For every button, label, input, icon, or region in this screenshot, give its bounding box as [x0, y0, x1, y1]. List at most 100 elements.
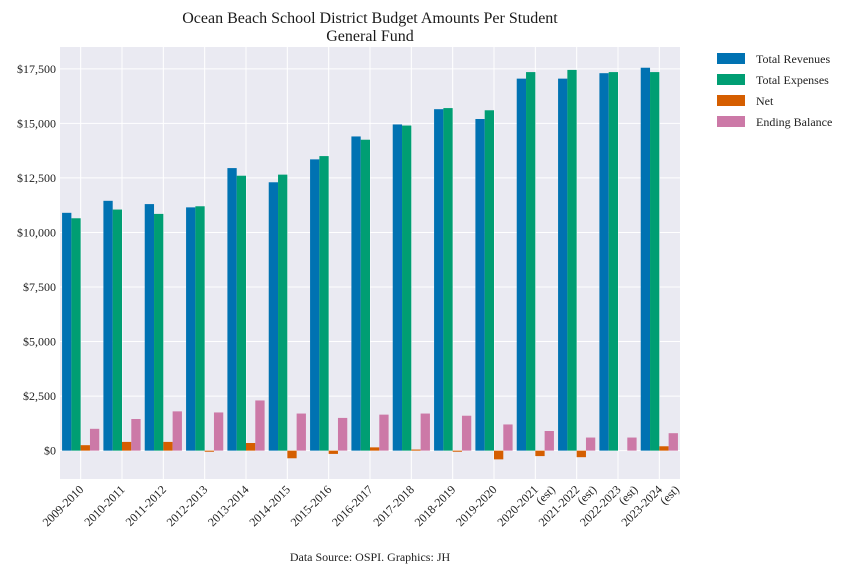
bar-net: [576, 450, 586, 458]
bar-ending-balance: [296, 413, 306, 451]
x-tick-label: 2014-2015: [246, 483, 293, 530]
y-axis: $0 $2,500 $5,000 $7,500 $10,000 $12,500 $15,00…: [17, 62, 56, 458]
legend-label-total-revenues: Total Revenues: [756, 52, 830, 66]
legend-label-ending-balance: Ending Balance: [756, 115, 832, 129]
bar-net: [659, 446, 669, 451]
bar-net: [122, 441, 132, 451]
bar-ending-balance: [337, 417, 348, 451]
legend-swatch-total-revenues: [717, 53, 745, 64]
bar-total-expenses: [608, 72, 618, 451]
y-tick-label: $2,500: [23, 389, 56, 403]
bar-ending-balance: [461, 415, 472, 451]
bar-total-revenues: [599, 73, 609, 451]
bar-total-revenues: [103, 200, 113, 451]
x-tick-label-line: 2011-2012: [123, 483, 169, 529]
x-tick-label-line: 2016-2017: [329, 483, 376, 530]
x-tick-label-line: 2012-2013: [164, 483, 211, 530]
chart-caption: Data Source: OSPI. Graphics: JH: [290, 550, 451, 564]
bar-total-revenues: [434, 109, 444, 451]
bar-net: [535, 450, 545, 457]
bar-net: [246, 443, 256, 451]
bar-total-revenues: [144, 204, 155, 451]
bar-ending-balance: [420, 413, 430, 451]
y-tick-label: $17,500: [17, 62, 56, 76]
y-tick-label: $0: [44, 444, 56, 458]
bar-net: [163, 441, 173, 451]
x-tick-label: 2013-2014: [205, 483, 252, 530]
bar-ending-balance: [544, 431, 554, 451]
bar-total-revenues: [310, 159, 320, 451]
bar-total-expenses: [71, 218, 81, 451]
y-tick-label: $10,000: [17, 225, 56, 239]
x-tick-label-line: 2019-2020: [453, 483, 500, 530]
bar-net: [452, 450, 462, 452]
x-tick-label: 2016-2017: [329, 483, 376, 530]
legend-swatch-total-expenses: [717, 74, 745, 85]
chart-subtitle: General Fund: [326, 28, 414, 45]
bar-total-revenues: [227, 168, 237, 451]
bar-ending-balance: [131, 419, 141, 451]
bar-total-revenues: [351, 136, 361, 451]
x-tick-label: 2017-2018: [370, 483, 417, 530]
x-tick-label-line: 2014-2015: [246, 483, 293, 530]
bar-ending-balance: [503, 424, 513, 451]
x-tick-label-line: 2009-2010: [40, 483, 87, 530]
bar-total-expenses: [526, 72, 536, 451]
x-tick-label: 2018-2019: [412, 483, 459, 530]
bar-total-expenses: [236, 175, 246, 451]
y-tick-label: $5,000: [23, 335, 56, 349]
bar-total-revenues: [516, 78, 527, 451]
bar-ending-balance: [379, 414, 389, 451]
x-tick-label-line: 2020-2021: [494, 483, 541, 530]
y-tick-label: $15,000: [17, 116, 56, 130]
x-tick-label-line: 2010-2011: [81, 483, 127, 529]
bar-total-expenses: [402, 125, 412, 451]
x-tick-label: 2015-2016: [288, 483, 335, 530]
bar-total-revenues: [640, 67, 651, 451]
legend-swatch-ending-balance: [717, 116, 745, 127]
x-tick-label-line: 2015-2016: [288, 483, 335, 530]
bar-ending-balance: [255, 400, 265, 451]
bar-net: [328, 450, 338, 454]
bar-net: [411, 449, 421, 451]
bar-ending-balance: [627, 437, 637, 451]
x-tick-label-line: 2017-2018: [370, 483, 417, 530]
bars-group: [62, 67, 678, 460]
x-tick-label-line: (est): [657, 483, 682, 508]
bar-total-expenses: [360, 139, 370, 451]
legend-label-net: Net: [756, 94, 774, 108]
bar-total-expenses: [278, 174, 288, 451]
legend-label-total-expenses: Total Expenses: [756, 73, 829, 87]
bar-total-expenses: [319, 156, 329, 451]
bar-total-revenues: [475, 119, 485, 451]
x-tick-label: 2019-2020: [453, 483, 500, 530]
y-tick-label: $12,500: [17, 171, 56, 185]
x-tick-label: 2011-2012: [123, 483, 169, 529]
bar-net: [287, 450, 297, 459]
bar-net: [370, 447, 380, 451]
bar-total-expenses: [154, 213, 164, 451]
bar-total-revenues: [62, 212, 72, 451]
bar-total-expenses: [484, 110, 494, 451]
x-tick-label: 2009-2010: [40, 483, 87, 530]
bar-total-expenses: [195, 206, 205, 451]
bar-total-expenses: [443, 108, 453, 451]
chart-title: Ocean Beach School District Budget Amoun…: [182, 10, 558, 27]
x-tick-label-line: 2013-2014: [205, 483, 252, 530]
bar-total-revenues: [186, 207, 196, 451]
x-tick-label: 2023-2024(est): [618, 483, 682, 530]
bar-ending-balance: [89, 428, 100, 451]
bar-total-revenues: [268, 182, 279, 451]
bar-ending-balance: [585, 437, 596, 451]
bar-ending-balance: [172, 411, 182, 451]
bar-total-expenses: [567, 69, 577, 451]
bar-total-revenues: [392, 124, 403, 451]
bar-ending-balance: [213, 412, 224, 451]
legend: Total Revenues Total Expenses Net Ending Ba…: [717, 52, 832, 129]
y-tick-label: $7,500: [23, 280, 56, 294]
bar-total-expenses: [650, 72, 660, 451]
x-axis: 2009-20102010-20112011-20122012-20132013…: [40, 483, 682, 530]
x-tick-label: 2012-2013: [164, 483, 211, 530]
bar-net: [494, 450, 504, 460]
